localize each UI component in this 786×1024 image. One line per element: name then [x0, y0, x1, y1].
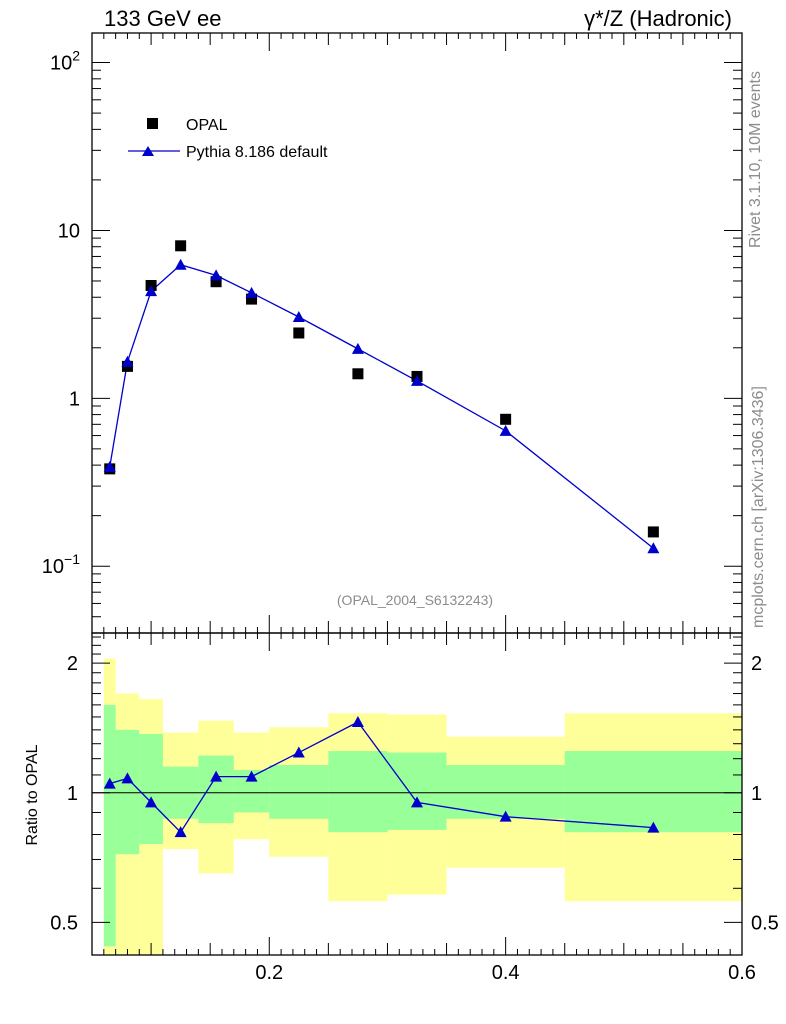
legend-opal-marker — [147, 118, 158, 129]
pythia-ratio-point — [411, 796, 423, 808]
pythia-point — [351, 342, 364, 354]
main-ytick-label: 10 — [58, 220, 80, 242]
ratio-ytick-label-right: 0.5 — [751, 912, 779, 934]
pythia-main-line — [109, 263, 654, 549]
opal-point — [500, 413, 512, 425]
pythia-ratio-point — [174, 826, 187, 838]
ratio-ytick-label-left: 0.5 — [50, 912, 78, 934]
pythia-point — [245, 286, 258, 298]
x-axis-ticks — [103, 33, 743, 955]
pythia-ratio-point — [647, 821, 660, 833]
opal-point — [175, 240, 187, 252]
pythia-ratio-point — [121, 772, 134, 784]
pythia-point — [411, 374, 423, 386]
pythia-ratio-point — [145, 796, 158, 808]
main-series — [103, 240, 660, 554]
pythia-point — [647, 542, 660, 554]
pythia-ratio-point — [351, 716, 364, 728]
legend-opal-label: OPAL — [186, 117, 228, 134]
pythia-point — [499, 424, 512, 436]
opal-point — [352, 368, 364, 380]
left-title: 133 GeV ee — [104, 6, 221, 31]
ratio-y-tick-labels: 2 2 1 1 0.5 0.5 — [50, 653, 779, 934]
pythia-point — [292, 311, 305, 323]
ratio-ytick-label-left: 1 — [67, 783, 78, 805]
pythia-ratio-point — [103, 777, 116, 789]
pythia-point — [174, 258, 187, 270]
right-title: γ*/Z (Hadronic) — [584, 6, 732, 31]
inner-band-bin-2 — [139, 733, 163, 845]
pythia-point — [103, 460, 116, 472]
opal-point — [246, 293, 258, 305]
pythia-ratio-point — [292, 746, 305, 758]
inner-band-bin-10 — [564, 751, 742, 833]
main-y-tick-labels: 102 10 1 10−1 — [42, 48, 80, 579]
pythia-point — [121, 355, 134, 367]
pythia-point — [210, 269, 223, 281]
x-tick-labels: 0.2 0.4 0.6 — [255, 962, 756, 984]
ratio-ytick-label-right: 1 — [751, 783, 762, 805]
analysis-tag: (OPAL_2004_S6132243) — [337, 592, 493, 608]
opal-point — [210, 276, 222, 288]
inner-band-bin-4 — [198, 755, 234, 824]
pythia-ratio-point — [245, 770, 258, 782]
legend: OPAL Pythia 8.186 default — [128, 117, 328, 161]
ratio-ytick-label-left: 2 — [67, 653, 78, 675]
inner-band-bin-1 — [115, 729, 140, 855]
x-tick-label: 0.2 — [255, 962, 283, 984]
main-ytick-label: 102 — [50, 48, 80, 75]
pythia-ratio-point — [499, 810, 512, 822]
rivet-label: Rivet 3.1.10, 10M events — [747, 71, 764, 248]
main-ytick-label: 1 — [69, 388, 80, 410]
inner-band-bin-7 — [328, 751, 388, 833]
ratio-panel-frame — [91, 632, 743, 956]
ratio-series — [103, 716, 660, 838]
inner-band-bin-8 — [387, 752, 447, 830]
opal-point — [293, 327, 305, 339]
x-tick-label: 0.4 — [492, 962, 520, 984]
ratio-y-axis-label: Ratio to OPAL — [24, 744, 41, 845]
ratio-ytick-label-right: 2 — [751, 653, 762, 675]
ratio-uncertainty-bands — [103, 658, 742, 955]
main-axis-ticks — [92, 62, 742, 634]
inner-band-bin-0 — [103, 704, 116, 947]
main-ytick-label: 10−1 — [42, 551, 80, 578]
legend-pythia-marker — [142, 146, 154, 156]
inner-band-bin-6 — [269, 765, 329, 819]
mcplots-label: mcplots.cern.ch [arXiv:1306.3436] — [750, 386, 767, 628]
ratio-axis-ticks — [92, 636, 742, 923]
opal-point — [647, 526, 659, 538]
pythia-ratio-point — [210, 770, 223, 782]
legend-pythia-label: Pythia 8.186 default — [186, 144, 328, 161]
pythia-point — [145, 285, 158, 297]
x-tick-label: 0.6 — [728, 962, 756, 984]
